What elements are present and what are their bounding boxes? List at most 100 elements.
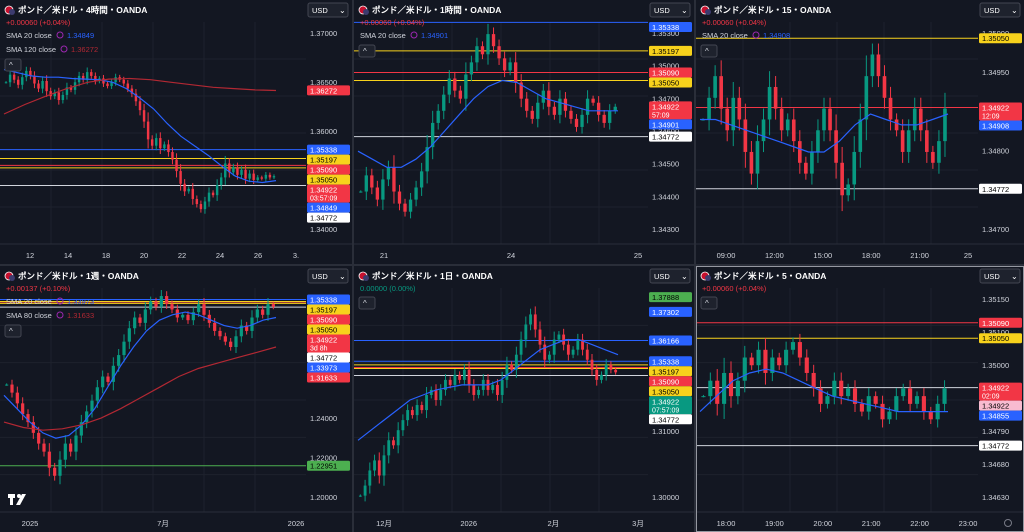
chart-pane-5m[interactable]: 1.351501.351001.350001.349501.347901.346… [696, 266, 1024, 532]
candle-body [138, 101, 142, 111]
price-tick-label: 1.35000 [982, 361, 1009, 370]
candle-body [127, 328, 131, 342]
currency-select[interactable]: USD ⌄ [979, 268, 1021, 284]
candle-body [85, 411, 89, 423]
divider-horizontal[interactable] [0, 264, 1024, 266]
time-tick-label: 20 [140, 251, 148, 260]
price-label-tag: 1.22951 [307, 460, 350, 471]
price-tick-label: 1.35100 [982, 328, 1009, 337]
candle-body [839, 380, 844, 397]
currency-select[interactable]: USD ⌄ [649, 268, 691, 284]
divider-vertical-1[interactable] [352, 0, 354, 532]
currency-select[interactable]: USD ⌄ [307, 2, 349, 18]
candle-body [386, 167, 391, 180]
price-label-tag: 1.35197 [307, 304, 350, 315]
legend-collapse-button[interactable]: ^ [700, 44, 718, 58]
chart-canvas[interactable]: 1.35300 1.35000 1.34700 1.34600 1.34500 1.344… [354, 0, 694, 264]
candle-body [536, 102, 540, 119]
time-tick-label: 23:00 [959, 519, 978, 528]
indicator-legend-row[interactable]: SMA 20 close 1.33973 [6, 297, 94, 306]
candle-body [106, 376, 110, 382]
chart-pane-4h[interactable]: 1.370001.365001.360001.345001.340001.362… [0, 0, 352, 264]
chart-canvas[interactable]: 1.330001.320001.310001.300001.378881.373… [354, 266, 694, 532]
currency-select[interactable]: USD ⌄ [979, 2, 1021, 18]
candle-body [761, 119, 766, 142]
chart-canvas[interactable]: 1.300001.280001.260001.240001.220001.200… [0, 266, 352, 532]
price-change: +0.00137 (+0.10%) [6, 284, 71, 293]
candle-body [268, 174, 272, 178]
candle-body [852, 388, 858, 404]
legend-collapse-button[interactable]: ^ [358, 44, 376, 58]
svg-text:1.34922: 1.34922 [982, 402, 1009, 411]
candle-body [472, 384, 476, 395]
candle-body [596, 102, 601, 115]
tradingview-logo-icon[interactable] [8, 494, 26, 505]
legend-collapse-button[interactable]: ^ [4, 324, 22, 338]
time-tick-label: 22:00 [910, 519, 929, 528]
chevron-down-icon: ⌄ [1011, 272, 1018, 281]
candle-body [566, 344, 570, 355]
candle-body [749, 357, 754, 366]
candle-body [53, 92, 56, 97]
sma-line-secondary [3, 77, 277, 115]
chart-pane-15m[interactable]: 1.350001.349501.348501.348001.347501.347… [696, 0, 1024, 264]
divider-vertical-2[interactable] [694, 0, 696, 532]
candle-body [728, 372, 734, 397]
svg-text:SMA 20 close: SMA 20 close [702, 31, 748, 40]
settings-icon[interactable] [1004, 519, 1012, 527]
chart-canvas[interactable]: 1.351501.351001.350001.349501.347901.346… [696, 266, 1024, 532]
candle-body [149, 301, 153, 310]
svg-text:12:09: 12:09 [982, 114, 1000, 121]
chart-pane-1d[interactable]: 1.330001.320001.310001.300001.378881.373… [354, 266, 694, 532]
svg-text:1.33973: 1.33973 [67, 297, 94, 306]
indicator-legend-row[interactable]: SMA 20 close 1.34901 [360, 31, 448, 40]
price-label-tag: 1.34772 [979, 183, 1022, 194]
chart-pane-1h[interactable]: 1.35300 1.35000 1.34700 1.34600 1.34500 1.344… [354, 0, 694, 264]
candle-body [608, 110, 612, 123]
candle-body [408, 199, 413, 212]
symbol-title: ポンド／米ドル・1日・OANDA [372, 271, 493, 281]
svg-text:1.34772: 1.34772 [982, 185, 1009, 194]
svg-text:1.36272: 1.36272 [310, 86, 337, 95]
price-label-tag: 1.34772 [649, 414, 692, 425]
svg-text:1.35338: 1.35338 [652, 23, 679, 32]
candle-body [138, 317, 142, 323]
candle-body [701, 396, 706, 398]
price-tick-label: 1.34790 [982, 427, 1009, 436]
candle-body [202, 304, 206, 315]
legend-collapse-button[interactable]: ^ [4, 58, 22, 72]
svg-text:3d 8h: 3d 8h [310, 346, 328, 353]
chart-pane-1w[interactable]: 1.300001.280001.260001.240001.220001.200… [0, 266, 352, 532]
candle-body [882, 76, 887, 98]
indicator-legend-row[interactable]: SMA 20 close 1.34908 [702, 31, 790, 40]
candle-body [358, 495, 362, 497]
candle-body [255, 309, 259, 318]
indicator-legend-row[interactable]: SMA 80 close 1.31633 [6, 311, 94, 320]
indicator-legend-row[interactable]: SMA 120 close 1.36272 [6, 45, 98, 54]
price-tick-label: 1.34500 [652, 160, 679, 169]
candle-body [453, 374, 457, 385]
sma-line-primary [3, 311, 277, 439]
flag-icon [9, 275, 15, 281]
legend-collapse-button[interactable]: ^ [358, 296, 376, 310]
chart-canvas[interactable]: 1.350001.349501.348501.348001.347501.347… [696, 0, 1024, 264]
price-tick-label: 1.20000 [310, 493, 337, 502]
time-tick-label: 21 [380, 251, 388, 260]
candle-body [234, 336, 238, 348]
currency-select[interactable]: USD ⌄ [307, 268, 349, 284]
indicator-legend-row[interactable]: SMA 20 close 1.34849 [6, 31, 94, 40]
legend-collapse-button[interactable]: ^ [700, 296, 718, 310]
candle-body [779, 108, 784, 131]
settings-icon [60, 45, 68, 53]
price-change: 0.00000 (0.00%) [360, 284, 416, 293]
candle-body [133, 317, 137, 329]
candle-body [574, 118, 579, 127]
price-label-tag: 1.35338 [307, 144, 350, 155]
svg-text:1.34901: 1.34901 [652, 120, 679, 129]
currency-select[interactable]: USD ⌄ [649, 2, 691, 18]
chart-canvas[interactable]: 1.370001.365001.360001.345001.340001.362… [0, 0, 352, 264]
price-axis[interactable] [978, 0, 1024, 264]
candle-body [111, 365, 115, 382]
